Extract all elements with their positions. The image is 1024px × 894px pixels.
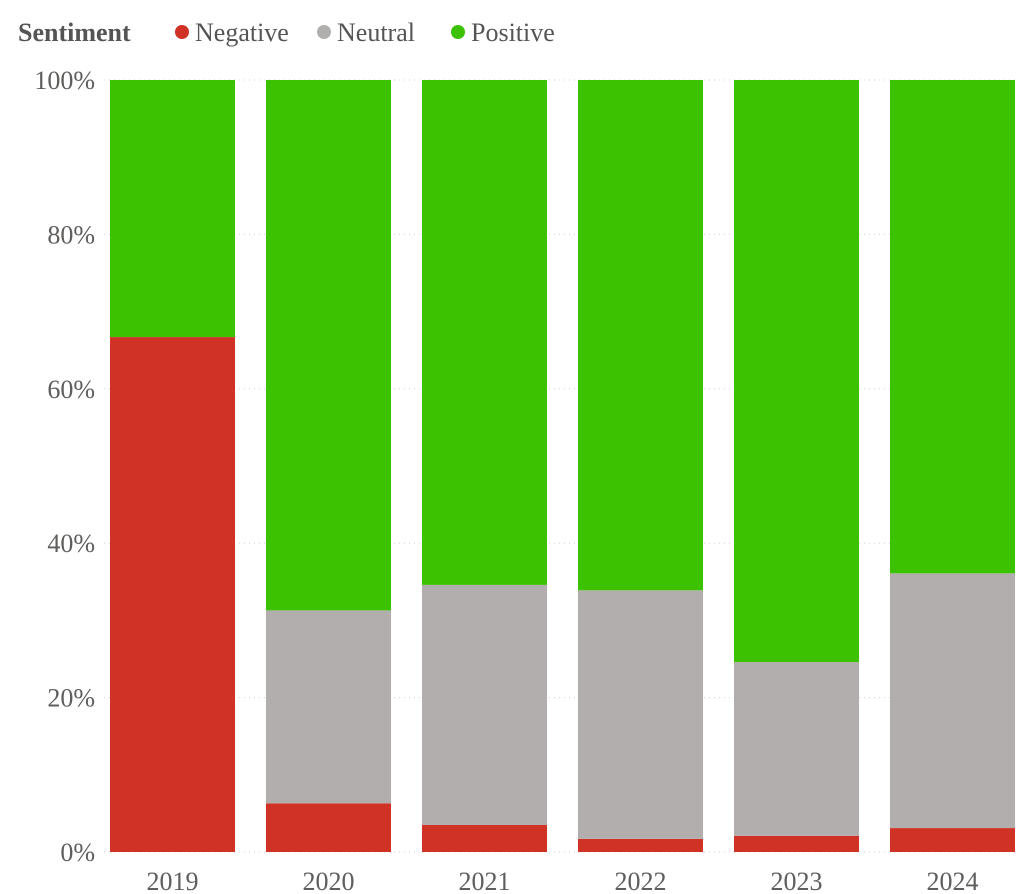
x-axis: 2019 2020 2021 2022 2023 2024 (147, 867, 979, 894)
bar-2022-negative[interactable] (578, 838, 703, 852)
y-tick-label: 60% (47, 375, 95, 404)
bar-2019-positive[interactable] (110, 80, 235, 338)
bar-2020-negative[interactable] (266, 803, 391, 852)
legend-label-positive[interactable]: Positive (471, 18, 555, 47)
x-tick-label: 2021 (459, 867, 511, 894)
bar-2022-neutral[interactable] (578, 590, 703, 839)
bar-2023-negative[interactable] (734, 835, 859, 852)
legend-marker-negative (175, 25, 189, 39)
y-tick-label: 20% (47, 684, 95, 713)
bar-2021-negative[interactable] (422, 824, 547, 852)
x-tick-label: 2020 (303, 867, 355, 894)
legend-marker-positive (451, 25, 465, 39)
legend-label-neutral[interactable]: Neutral (337, 18, 415, 47)
bar-2023-neutral[interactable] (734, 662, 859, 836)
y-tick-label: 80% (47, 220, 95, 249)
bar-2020-positive[interactable] (266, 80, 391, 611)
bar-2021-neutral[interactable] (422, 584, 547, 825)
x-tick-label: 2022 (615, 867, 667, 894)
y-tick-label: 100% (34, 66, 95, 95)
bar-2019-negative[interactable] (110, 337, 235, 852)
bars (110, 80, 1015, 852)
legend: Sentiment Negative Neutral Positive (18, 18, 555, 47)
bar-2024-positive[interactable] (890, 80, 1015, 574)
bar-2024-neutral[interactable] (890, 573, 1015, 829)
legend-title: Sentiment (18, 18, 131, 47)
x-tick-label: 2023 (771, 867, 823, 894)
legend-marker-neutral (317, 25, 331, 39)
legend-label-negative[interactable]: Negative (195, 18, 289, 47)
bar-2020-neutral[interactable] (266, 610, 391, 804)
bar-2023-positive[interactable] (734, 80, 859, 663)
bar-2024-negative[interactable] (890, 828, 1015, 852)
x-tick-label: 2024 (927, 867, 979, 894)
y-tick-label: 40% (47, 529, 95, 558)
gridlines (104, 79, 1016, 853)
bar-2022-positive[interactable] (578, 80, 703, 591)
x-tick-label: 2019 (147, 867, 199, 894)
y-axis: 0% 20% 40% 60% 80% 100% (34, 66, 95, 867)
y-tick-label: 0% (60, 838, 95, 867)
bar-2021-positive[interactable] (422, 80, 547, 585)
